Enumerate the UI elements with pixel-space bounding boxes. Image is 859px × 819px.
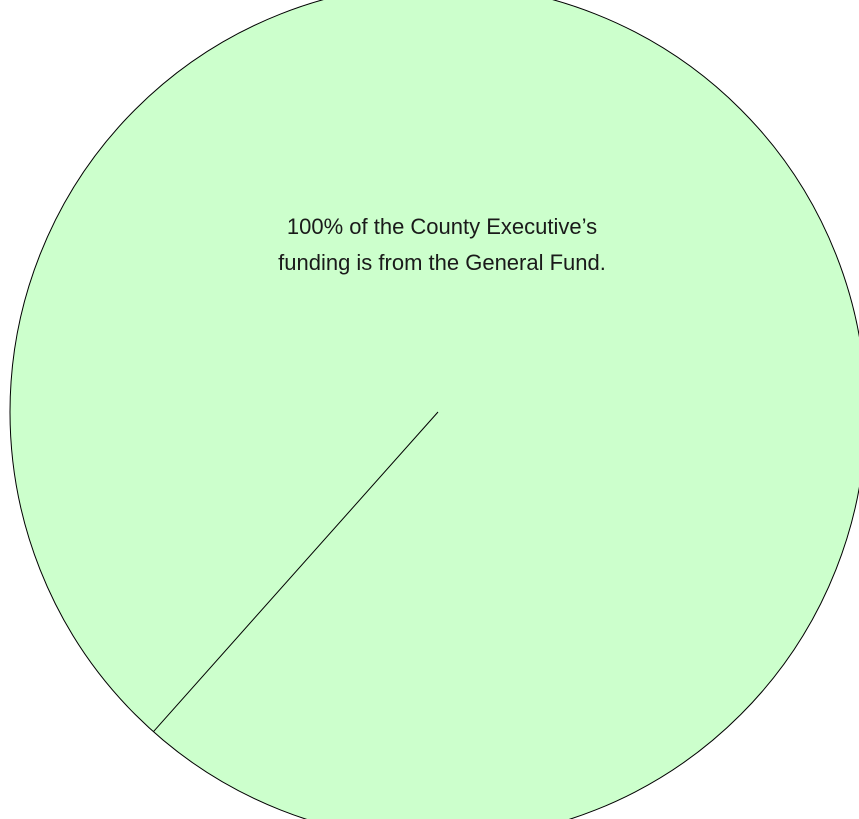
pie-slice-general-fund	[9, 0, 859, 819]
annotation-line-1: 100% of the County Executive’s	[287, 214, 597, 239]
pie-slice-boundary	[153, 411, 439, 732]
pie-slices	[9, 0, 859, 819]
annotation-line-2: funding is from the General Fund.	[278, 250, 606, 275]
